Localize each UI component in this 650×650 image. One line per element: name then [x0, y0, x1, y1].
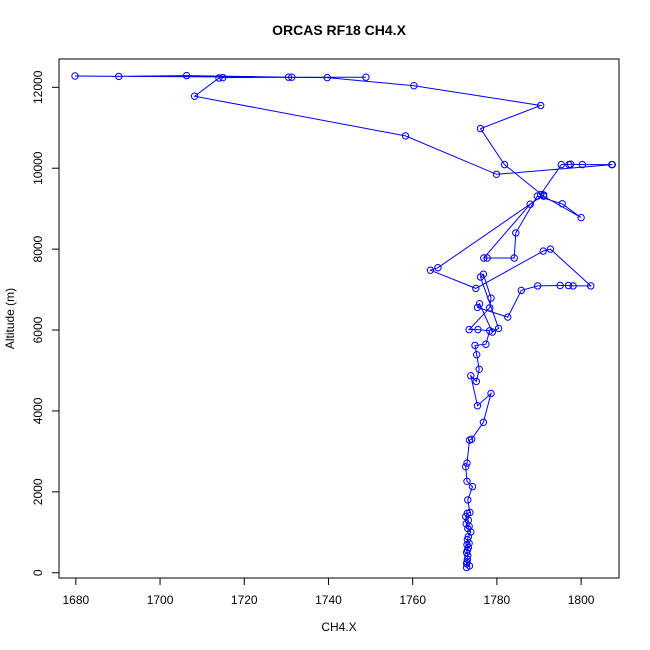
data-point [426, 266, 435, 274]
data-series [71, 71, 616, 572]
data-point [476, 124, 485, 133]
data-point [463, 535, 472, 544]
data-point [472, 284, 480, 293]
data-point [512, 229, 520, 237]
data-point [466, 508, 474, 517]
data-point [463, 555, 472, 564]
data-point [526, 200, 534, 208]
data-point [569, 282, 577, 290]
data-point [534, 282, 542, 290]
data-point [487, 389, 495, 398]
data-point [510, 254, 518, 262]
data-point [219, 73, 227, 82]
x-tick-label: 1680 [62, 593, 89, 607]
y-tick-label: 6000 [31, 316, 45, 343]
data-point [468, 482, 477, 491]
data-point [182, 71, 191, 80]
data-point [558, 200, 566, 208]
x-tick-label: 1780 [484, 593, 511, 607]
data-point [537, 101, 545, 110]
data-point [500, 160, 509, 169]
x-tick-label: 1760 [399, 593, 426, 607]
data-point [494, 324, 503, 333]
data-point [288, 73, 296, 81]
data-point [587, 282, 595, 290]
series-line [74, 75, 613, 568]
x-axis: 1680 1700 1720 1740 1760 1780 1800 [62, 577, 595, 607]
data-point [463, 459, 471, 467]
x-tick-label: 1720 [231, 593, 258, 607]
data-point [190, 92, 199, 100]
data-point [462, 520, 470, 528]
data-point [488, 328, 496, 336]
data-point [577, 213, 585, 222]
data-point [486, 304, 494, 312]
data-point [475, 300, 484, 308]
y-axis-label: Altitude (m) [3, 288, 17, 349]
data-point [115, 72, 123, 81]
data-point [504, 313, 512, 321]
data-point [463, 541, 471, 549]
data-point [517, 286, 525, 295]
data-point [464, 516, 472, 524]
x-tick-label: 1740 [315, 593, 342, 607]
y-tick-label: 8000 [31, 235, 45, 262]
data-point [578, 160, 587, 169]
data-point [474, 325, 482, 334]
y-tick-label: 4000 [31, 397, 45, 424]
data-point [401, 132, 410, 140]
data-point [323, 73, 331, 82]
data-point [471, 341, 479, 350]
data-point [546, 245, 555, 253]
data-point [476, 273, 485, 281]
data-point [482, 340, 490, 348]
data-point [215, 74, 223, 82]
data-point [472, 377, 480, 386]
data-point [487, 294, 495, 302]
data-point [71, 72, 79, 80]
data-point [284, 73, 293, 81]
data-point [434, 264, 442, 272]
data-point [483, 254, 491, 262]
data-point [473, 402, 482, 410]
data-point [467, 372, 475, 380]
data-point [462, 463, 470, 471]
x-tick-label: 1800 [568, 593, 595, 607]
data-point [467, 435, 476, 443]
data-point [475, 365, 483, 373]
data-point [464, 552, 472, 560]
y-tick-label: 2000 [31, 478, 45, 505]
data-point [464, 496, 472, 504]
data-point [410, 82, 418, 90]
y-tick-label: 10000 [31, 151, 45, 185]
y-tick-label: 0 [31, 569, 45, 576]
data-point [473, 303, 482, 312]
plot-frame [58, 58, 620, 579]
data-point [480, 254, 488, 262]
data-point [566, 160, 575, 168]
data-point [362, 73, 370, 81]
data-point [557, 160, 565, 169]
chart-title: ORCAS RF18 CH4.X [272, 22, 406, 38]
data-point [473, 351, 481, 359]
y-tick-label: 12000 [31, 70, 45, 104]
data-point [564, 281, 573, 290]
x-tick-label: 1700 [147, 593, 174, 607]
data-point [539, 192, 548, 200]
data-point [465, 325, 473, 334]
y-axis: 0 2000 4000 6000 8000 10000 12000 [31, 70, 60, 576]
data-point [556, 281, 564, 290]
data-point [463, 477, 471, 485]
data-point [539, 247, 547, 255]
data-point [492, 170, 501, 179]
data-point [479, 418, 488, 426]
x-axis-label: CH4.X [321, 620, 356, 634]
data-point [608, 160, 616, 169]
